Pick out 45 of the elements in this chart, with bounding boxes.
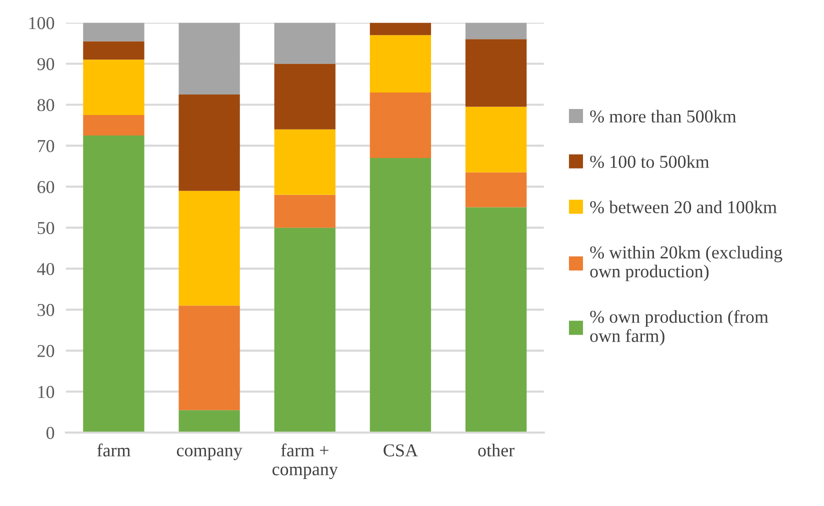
bar bbox=[370, 22, 432, 36]
bar bbox=[465, 207, 527, 433]
bar bbox=[178, 94, 240, 191]
bar bbox=[178, 190, 240, 306]
bar bbox=[465, 106, 527, 172]
bar bbox=[465, 22, 527, 40]
bar bbox=[465, 172, 527, 208]
y-tick-label: 20 bbox=[38, 344, 54, 358]
x-tick-label: farm bbox=[97, 444, 130, 456]
legend-label: % within 20km (excluding own production) bbox=[590, 246, 782, 282]
bar bbox=[274, 129, 336, 195]
y-tick-label: 60 bbox=[38, 180, 54, 194]
bar bbox=[178, 410, 240, 433]
y-tick-label: 90 bbox=[37, 58, 54, 70]
bar bbox=[274, 22, 336, 64]
y-tick-label: 30 bbox=[38, 304, 54, 316]
y-tick-label: 50 bbox=[38, 222, 54, 234]
y-tick-label: 100 bbox=[29, 17, 54, 30]
legend-label: % 100 to 500km bbox=[590, 155, 710, 168]
x-tick-label: company bbox=[176, 448, 242, 460]
y-tick-label: 40 bbox=[37, 262, 54, 276]
bar bbox=[178, 306, 240, 410]
x-tick-label: farm + company bbox=[272, 444, 338, 480]
bar bbox=[465, 39, 527, 107]
bar bbox=[370, 92, 432, 158]
bar bbox=[83, 60, 144, 115]
legend-label: % between 20 and 100km bbox=[590, 200, 777, 214]
bar bbox=[178, 22, 240, 94]
x-tick-label: other bbox=[478, 444, 514, 456]
y-tick-label: 70 bbox=[38, 140, 54, 152]
y-tick-label: 80 bbox=[37, 99, 54, 112]
bar bbox=[83, 135, 144, 433]
bar bbox=[274, 228, 336, 433]
y-tick-label: 10 bbox=[38, 386, 54, 398]
bar bbox=[83, 114, 144, 136]
bar bbox=[370, 35, 432, 92]
bar bbox=[83, 41, 144, 60]
x-tick-label: CSA bbox=[384, 444, 418, 456]
bar bbox=[274, 64, 336, 130]
legend-label: % more than 500km bbox=[590, 110, 736, 123]
y-tick-label: 0 bbox=[46, 426, 54, 440]
legend-label: % own production (from own farm) bbox=[590, 310, 768, 346]
bar bbox=[370, 158, 432, 433]
bar bbox=[83, 22, 144, 42]
bar bbox=[274, 194, 336, 228]
